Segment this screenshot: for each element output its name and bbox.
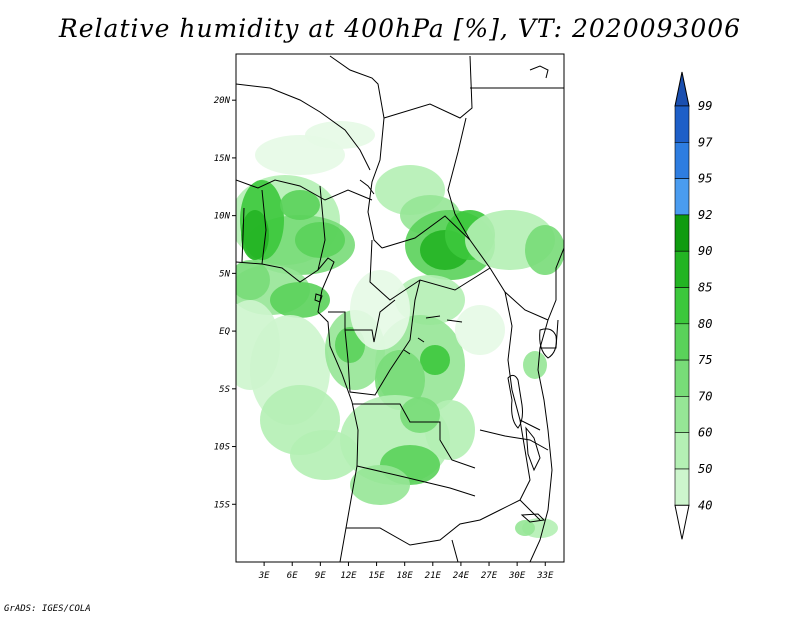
humidity-patch: [420, 345, 450, 375]
colorbar-segment: [674, 323, 690, 361]
map-title: Relative humidity at 400hPa [%], VT: 202…: [58, 14, 742, 43]
lat-tick-label: 5S: [219, 385, 230, 395]
lat-tick-label: 20N: [214, 96, 231, 106]
lon-tick-label: 21E: [425, 571, 442, 581]
country-borders: [236, 55, 564, 562]
humidity-patch: [515, 520, 535, 536]
lon-tick-label: 6E: [287, 571, 298, 581]
colorbar-label: 40: [698, 498, 712, 512]
colorbar-segment: [674, 214, 690, 252]
lat-tick-label: 10N: [214, 212, 231, 222]
humidity-patch: [375, 350, 425, 410]
humidity-patch: [236, 260, 270, 300]
colorbar-segment: [674, 142, 690, 179]
lat-tick-label: 5N: [219, 269, 230, 279]
lon-tick-label: 3E: [258, 571, 270, 581]
lat-tick-label: 15N: [214, 154, 231, 164]
colorbar-segment: [674, 178, 690, 216]
lat-tick-label: 10S: [214, 443, 231, 453]
colorbar-label: 80: [698, 317, 712, 331]
lon-tick-label: 27E: [481, 571, 498, 581]
colorbar-label: 70: [698, 389, 712, 403]
colorbar-label: 92: [698, 208, 712, 222]
colorbar-segment: [674, 396, 690, 433]
colorbar-label: 50: [698, 462, 712, 476]
lon-tick-label: 24E: [453, 571, 470, 581]
colorbar-label: 75: [698, 353, 712, 367]
humidity-patch: [523, 351, 547, 379]
colorbar-label: 85: [698, 281, 712, 295]
humidity-patch: [525, 225, 564, 275]
colorbar-label: 95: [698, 172, 712, 186]
colorbar-segment: [674, 359, 690, 397]
humidity-patch: [280, 190, 320, 220]
colorbar-segment: [674, 250, 690, 288]
colorbar-segment: [674, 105, 690, 143]
credit-label: GrADS: IGES/COLA: [4, 604, 91, 614]
humidity-patch: [295, 222, 345, 258]
colorbar-label: 99: [698, 99, 712, 113]
colorbar: 40 50 60 70 75 80 85 90 92 95 97 99: [674, 71, 713, 540]
humidity-patch: [270, 282, 330, 318]
map-frame: [235, 53, 565, 563]
colorbar-segment: [674, 432, 690, 470]
colorbar-segment: [674, 287, 690, 325]
humidity-shading: [236, 121, 564, 538]
lon-tick-label: 9E: [315, 571, 326, 581]
colorbar-label: 90: [698, 244, 712, 258]
lon-tick-label: 15E: [368, 571, 385, 581]
colorbar-bottom-arrow: [674, 504, 690, 540]
map-axes: 3E 6E 9E 12E 15E 18E 21E 24E 27E 30E 33E 20N 15N 10N 5…: [214, 96, 554, 581]
lon-tick-label: 18E: [397, 571, 414, 581]
humidity-map: 3E 6E 9E 12E 15E 18E 21E 24E 27E 30E 33E 20N 15N 10N 5…: [214, 53, 565, 581]
lat-tick-label: EQ: [219, 327, 230, 337]
lon-tick-label: 30E: [508, 571, 526, 581]
humidity-patch: [241, 210, 269, 260]
colorbar-top-arrow: [674, 71, 690, 107]
colorbar-label: 97: [698, 135, 713, 149]
humidity-patch: [350, 270, 410, 350]
lat-tick-label: 15S: [214, 500, 231, 510]
colorbar-label: 60: [698, 426, 712, 440]
lon-tick-label: 12E: [340, 571, 357, 581]
lon-tick-label: 33E: [536, 571, 554, 581]
humidity-patch: [305, 121, 375, 149]
humidity-patch: [455, 305, 505, 355]
humidity-patch: [400, 397, 440, 433]
colorbar-segment: [674, 468, 690, 506]
